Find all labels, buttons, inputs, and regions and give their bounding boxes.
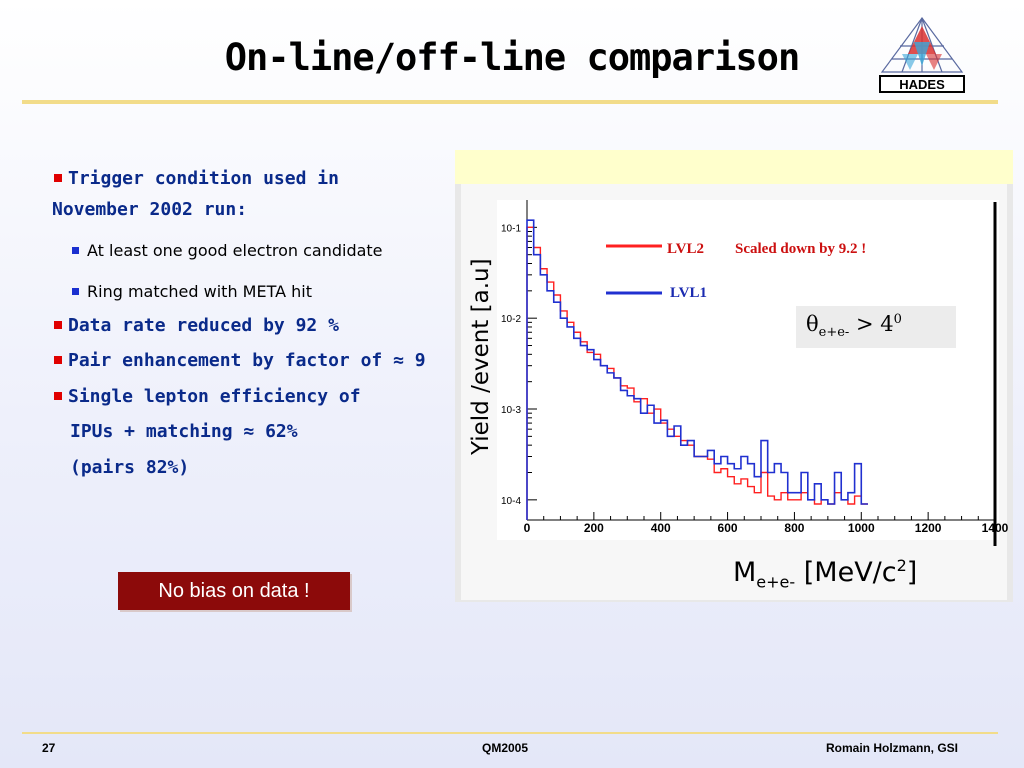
y-axis-label: Yield /event [a.u]	[468, 258, 494, 455]
x-tick-label: 200	[584, 521, 604, 535]
bullet-marker	[54, 392, 62, 400]
mass-spectrum-chart: 020040060080010001200140010-110-210-310-…	[497, 200, 1009, 546]
no-bias-callout: No bias on data !	[118, 572, 350, 610]
bullet-marker	[54, 356, 62, 364]
x-tick-label: 1000	[848, 521, 875, 535]
x-label-sub: e+e-	[756, 572, 796, 592]
x-axis-label: Me+e- [MeV/c2]	[733, 556, 917, 591]
subbullet-electron: At least one good electron candidate	[72, 241, 383, 260]
x-label-sup: 2	[896, 556, 907, 575]
y-tick-label: 10-1	[501, 223, 521, 234]
x-label-main: M	[733, 557, 757, 588]
subbullet-electron-text: At least one good electron candidate	[87, 241, 383, 260]
bullet-efficiency-line1: Single lepton efficiency of	[68, 386, 361, 407]
bullet-pair: Pair enhancement by factor of ≈ 9	[54, 350, 456, 371]
legend-lvl1-label: LVL1	[670, 285, 707, 301]
x-label-rest: [MeV/c	[795, 557, 897, 588]
x-tick-label: 800	[784, 521, 804, 535]
lvl1-series-line	[526, 219, 868, 520]
x-tick-label: 400	[651, 521, 671, 535]
x-label-end: ]	[906, 557, 918, 588]
bullet-efficiency-pairs: (pairs 82%)	[70, 457, 189, 478]
bullet-marker	[54, 321, 62, 329]
y-tick-label: 10-2	[501, 314, 521, 325]
subbullet-meta-text: Ring matched with META hit	[87, 282, 312, 301]
subbullet-marker	[72, 247, 79, 254]
x-tick-label: 600	[718, 521, 738, 535]
title-rule	[22, 100, 998, 104]
footer-conference: QM2005	[482, 741, 529, 755]
legend-lines	[606, 244, 662, 295]
bullet-data-rate-text: Data rate reduced by 92 %	[68, 315, 339, 336]
subbullet-meta: Ring matched with META hit	[72, 282, 312, 301]
x-tick-label: 1200	[915, 521, 942, 535]
y-tick-label: 10-4	[501, 496, 521, 507]
bullet-trigger-line2: November 2002 run:	[52, 199, 248, 220]
theta-sub: e+e-	[818, 325, 850, 341]
theta-symbol: θ	[806, 312, 819, 336]
bullet-trigger-line1: Trigger condition used in	[68, 168, 339, 189]
subbullet-marker	[72, 288, 79, 295]
bullet-marker	[54, 174, 62, 182]
theta-sup: 0	[893, 312, 902, 327]
bullet-pair-text: Pair enhancement by factor of ≈ 9	[68, 350, 426, 371]
logo-text: HADES	[899, 77, 945, 92]
bullet-efficiency: Single lepton efficiency of	[54, 386, 361, 407]
y-tick-label: 10-3	[501, 405, 521, 416]
footer-page-number: 27	[42, 741, 56, 755]
scaled-note: Scaled down by 9.2 !	[735, 241, 867, 257]
bullet-data-rate: Data rate reduced by 92 %	[54, 315, 339, 336]
bullet-trigger: Trigger condition used in	[54, 168, 339, 189]
footer-author: Romain Holzmann, GSI	[826, 741, 959, 755]
bullet-efficiency-line3: (pairs 82%)	[70, 457, 190, 478]
theta-rest: > 4	[849, 312, 894, 336]
slide-title: On-line/off-line comparison	[224, 36, 800, 79]
plot-header-band	[455, 150, 1013, 184]
bullet-trigger-cont: November 2002 run:	[52, 199, 247, 220]
bullet-efficiency-line2: IPUs + matching ≈ 62%	[70, 421, 298, 442]
bullet-efficiency-cont: IPUs + matching ≈ 62%	[70, 421, 298, 442]
theta-cut-label: θe+e- > 40	[796, 306, 956, 348]
footer-rule	[22, 732, 998, 734]
legend-lvl2-label: LVL2	[667, 241, 704, 257]
hades-logo: HADES	[879, 16, 965, 93]
x-tick-label: 0	[524, 521, 531, 535]
